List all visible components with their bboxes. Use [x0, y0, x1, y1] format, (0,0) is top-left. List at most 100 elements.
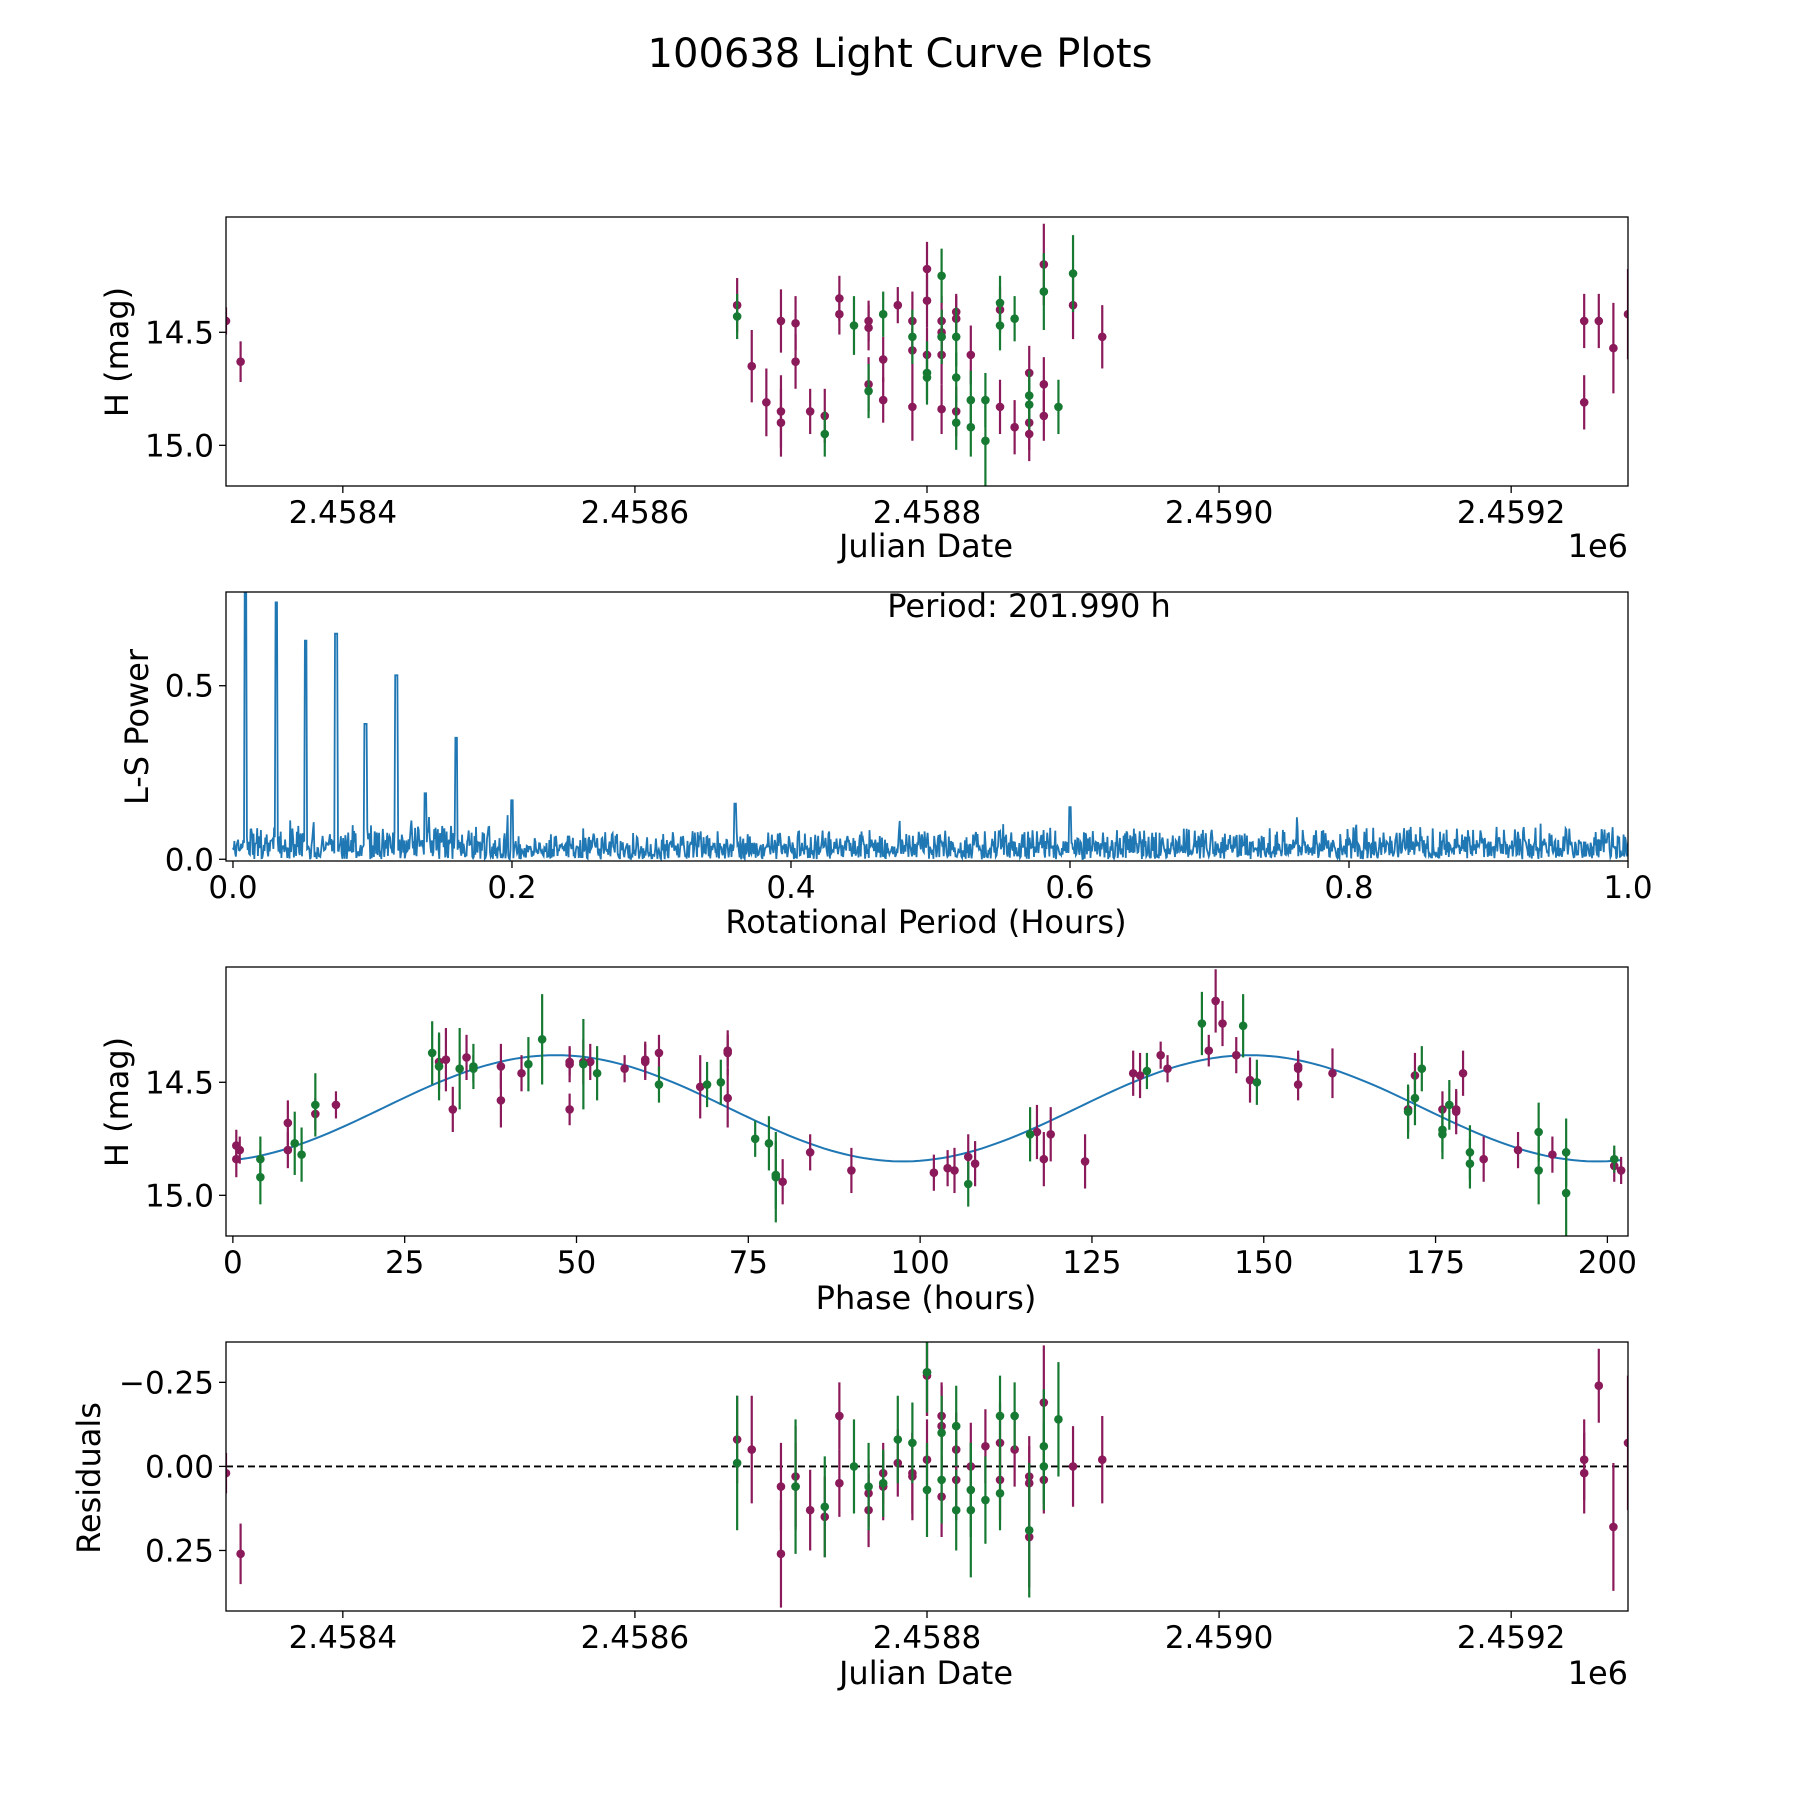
residuals-xtick-label: 2.4588 [873, 1620, 981, 1656]
phased-data-point [585, 1057, 595, 1067]
phased-data-point [496, 1062, 506, 1071]
phased-data-point [235, 1145, 245, 1155]
residuals-data-point [951, 1505, 961, 1515]
residuals-data-point [878, 1478, 888, 1488]
phased-data-point [1046, 1129, 1056, 1139]
phased-data-point [1197, 1019, 1207, 1028]
phased-data-point [1135, 1071, 1145, 1080]
phased-data-point [517, 1068, 526, 1078]
period-annotation: Period: 201.990 h [887, 587, 1171, 625]
residuals-data-point [236, 1549, 245, 1559]
phased-data-point [1245, 1075, 1255, 1085]
lightcurve-data-point [1054, 402, 1063, 412]
residuals-data-point [922, 1485, 932, 1495]
phased-data-point [1032, 1127, 1042, 1137]
lightcurve-data-point [1039, 379, 1049, 389]
residuals-data-point [835, 1478, 844, 1488]
phased-data-point [565, 1105, 574, 1114]
residuals-data-point [1068, 1462, 1078, 1471]
phased-xtick-label: 175 [1406, 1245, 1465, 1281]
residuals-data-point [1579, 1455, 1589, 1464]
residuals-data-point [922, 1367, 932, 1377]
phased-data-point [1458, 1068, 1468, 1078]
lightcurve-data-point [937, 271, 946, 281]
phased-xtick-label: 100 [891, 1245, 950, 1281]
lightcurve-data-point [1039, 287, 1049, 296]
phased-xtick-label: 50 [557, 1245, 596, 1281]
phased-data-point [469, 1062, 478, 1071]
phased-data-point [290, 1139, 300, 1148]
lightcurve-xtick-label: 2.4590 [1165, 495, 1273, 531]
phased-data-point [963, 1152, 973, 1162]
phased-data-point [1561, 1148, 1571, 1157]
lightcurve-ytick-label: 14.5 [145, 315, 214, 351]
lightcurve-data-point [951, 418, 961, 428]
lightcurve-data-point [951, 373, 961, 382]
lightcurve-data-point [966, 422, 976, 432]
phased-data-point [311, 1100, 320, 1110]
periodogram-xtick-label: 0.6 [1045, 870, 1094, 906]
residuals-data-point [981, 1495, 990, 1505]
phased-data-point [565, 1057, 574, 1067]
lightcurve-data-point [732, 312, 742, 321]
phased-data-point [1616, 1166, 1626, 1175]
phased-data-point [256, 1154, 265, 1164]
residuals-xtick-label: 2.4592 [1457, 1620, 1565, 1656]
phased-data-point [283, 1118, 293, 1128]
residuals-data-point [820, 1502, 830, 1512]
phased-data-point [1451, 1105, 1461, 1114]
lightcurve-data-point [1068, 269, 1078, 278]
phased-data-point [1417, 1064, 1427, 1074]
lightcurve-data-point [820, 429, 830, 439]
phased-data-point [1039, 1154, 1049, 1164]
lightcurve-ylabel: H (mag) [98, 287, 136, 417]
residuals-data-point [1024, 1526, 1034, 1535]
fit-curve [232, 1054, 1622, 1163]
lightcurve-data-point [1579, 398, 1589, 407]
residuals-data-point [1594, 1381, 1604, 1391]
lightcurve-data-point [1010, 422, 1019, 432]
phased-data-point [1534, 1127, 1543, 1137]
lightcurve-data-point [835, 309, 844, 319]
phased-panel: Phase (hours) H (mag) 0 25 50 75 100 125 150 17… [98, 966, 1637, 1317]
lightcurve-data-point [747, 361, 757, 371]
lightcurve-data-point [981, 436, 990, 446]
residuals-data-point [805, 1505, 815, 1515]
lightcurve-xlabel: Julian Date [837, 527, 1013, 565]
phased-points [232, 969, 1626, 1236]
periodogram-xlabel: Rotational Period (Hours) [725, 903, 1126, 941]
residuals-data-point [776, 1549, 786, 1559]
lightcurve-points [226, 223, 1628, 486]
lightcurve-data-point [878, 395, 888, 405]
lightcurve-data-point [1010, 314, 1019, 324]
periodogram-plot [232, 592, 1628, 861]
residuals-ytick-label: 0.25 [145, 1533, 214, 1569]
phased-xtick-label: 25 [385, 1245, 424, 1281]
phased-data-point [723, 1046, 732, 1055]
periodogram-ytick-label: 0.5 [165, 669, 214, 705]
phased-data-point [579, 1059, 588, 1069]
phased-xtick-label: 0 [223, 1245, 243, 1281]
phased-data-point [640, 1055, 650, 1064]
lightcurve-data-point [937, 404, 946, 414]
lightcurve-xtick-label: 2.4592 [1457, 495, 1565, 531]
residuals-data-point [966, 1505, 976, 1515]
periodogram-xtick-label: 0.4 [766, 870, 815, 906]
phased-data-point [654, 1048, 664, 1058]
phased-data-point [297, 1150, 306, 1159]
periodogram-xtick-label: 0.0 [208, 870, 257, 906]
lightcurve-data-point [908, 402, 917, 412]
phased-data-point [1025, 1129, 1035, 1139]
lightcurve-data-point [966, 350, 976, 360]
residuals-data-point [791, 1482, 800, 1491]
phased-data-point [1156, 1050, 1165, 1060]
lightcurve-data-point [1594, 316, 1604, 326]
phased-data-point [723, 1093, 732, 1103]
residuals-xlabel: Julian Date [837, 1654, 1013, 1692]
residuals-x-offset: 1e6 [1568, 1654, 1628, 1692]
lightcurve-data-point [995, 402, 1005, 412]
lightcurve-data-point [893, 300, 903, 310]
residuals-panel: Julian Date Residuals 1e6 2.4584 2.4586 2.… [70, 1341, 1629, 1692]
phased-xtick-label: 125 [1062, 1245, 1121, 1281]
residuals-data-point [908, 1438, 917, 1448]
